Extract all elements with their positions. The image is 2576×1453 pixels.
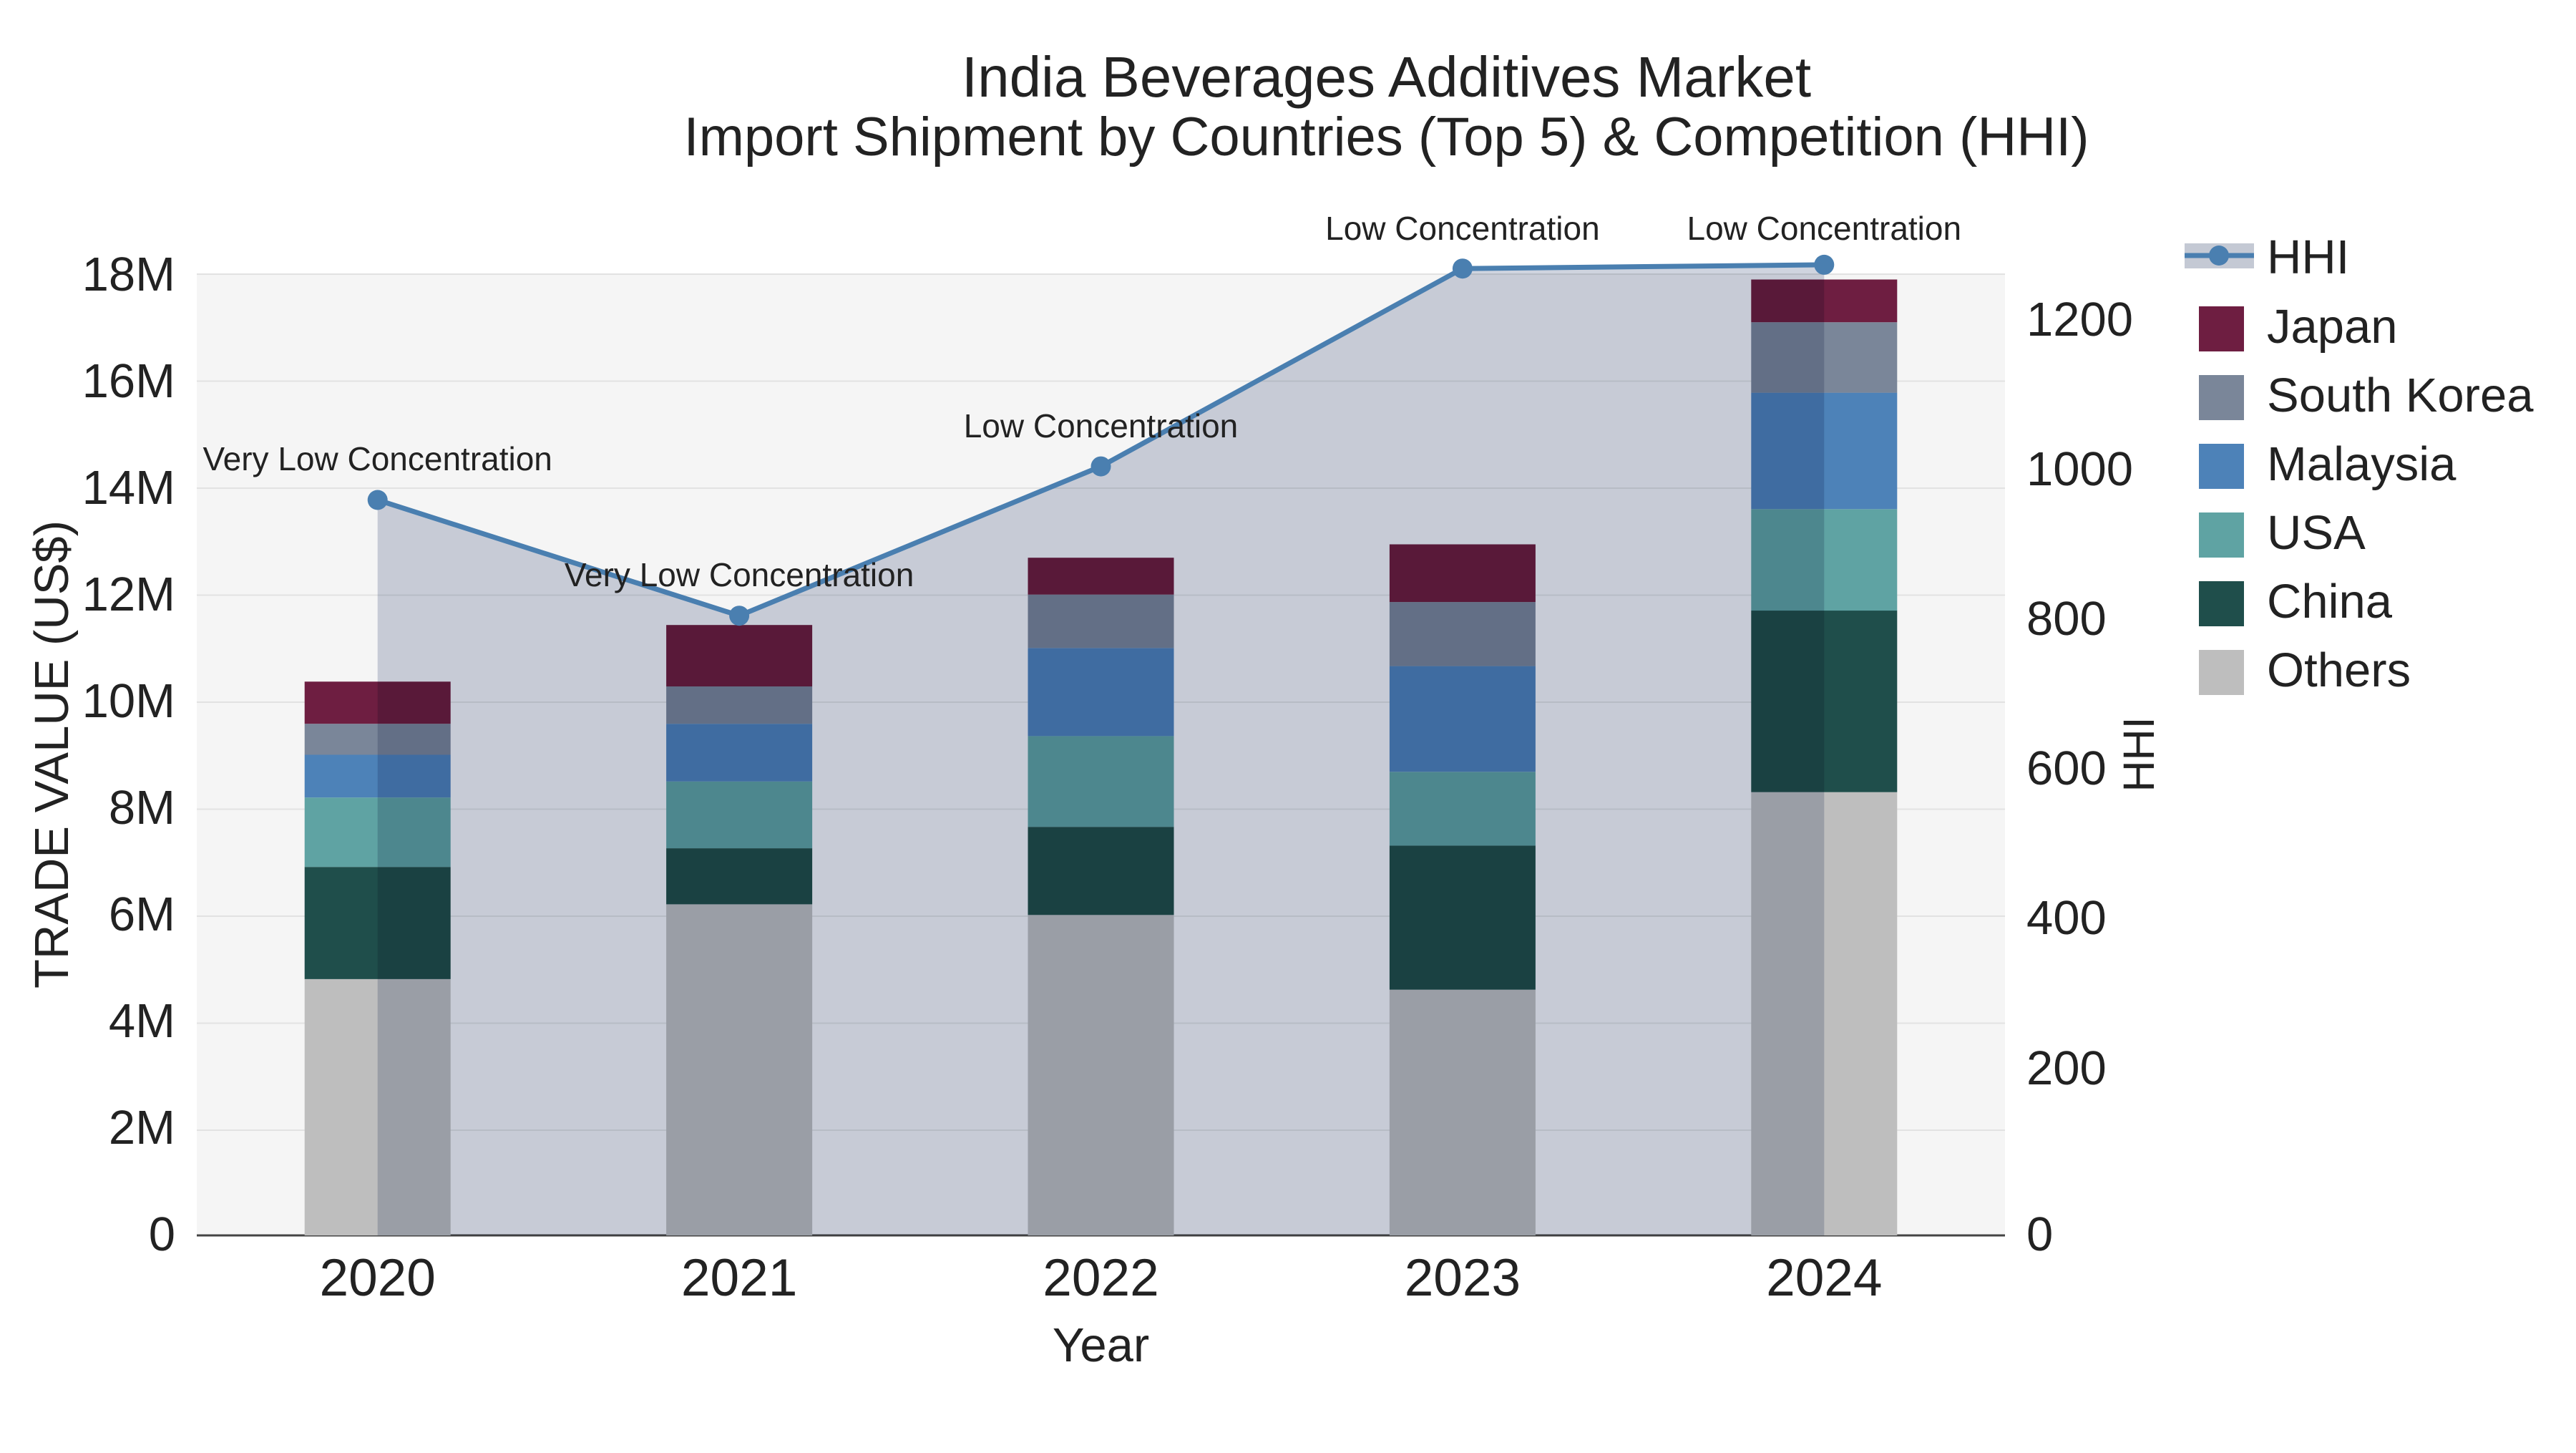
svg-text:14M: 14M	[82, 461, 175, 515]
svg-text:600: 600	[2026, 742, 2107, 795]
svg-text:16M: 16M	[82, 354, 175, 408]
svg-text:0: 0	[149, 1207, 175, 1261]
svg-text:2M: 2M	[109, 1101, 175, 1155]
svg-text:2022: 2022	[1043, 1249, 1158, 1307]
svg-text:2020: 2020	[319, 1249, 435, 1307]
svg-text:South Korea: South Korea	[2267, 369, 2534, 422]
svg-text:4M: 4M	[109, 994, 175, 1048]
svg-text:Low Concentration: Low Concentration	[1325, 210, 1600, 247]
svg-text:10M: 10M	[82, 674, 175, 728]
svg-text:Malaysia: Malaysia	[2267, 437, 2457, 491]
svg-text:Year: Year	[1053, 1318, 1149, 1372]
svg-text:18M: 18M	[82, 248, 175, 301]
svg-text:1000: 1000	[2026, 442, 2133, 496]
svg-text:USA: USA	[2267, 506, 2366, 560]
svg-text:8M: 8M	[109, 781, 175, 835]
svg-text:Japan: Japan	[2267, 300, 2398, 354]
svg-text:400: 400	[2026, 891, 2107, 945]
svg-text:TRADE VALUE (US$): TRADE VALUE (US$)	[25, 520, 79, 988]
svg-text:800: 800	[2026, 592, 2107, 646]
svg-text:200: 200	[2026, 1041, 2107, 1095]
svg-text:Very Low Concentration: Very Low Concentration	[203, 440, 552, 477]
svg-text:1200: 1200	[2026, 293, 2133, 346]
svg-text:2024: 2024	[1766, 1249, 1882, 1307]
svg-text:HHI: HHI	[2267, 230, 2349, 284]
svg-text:Low Concentration: Low Concentration	[964, 407, 1239, 444]
svg-text:2023: 2023	[1405, 1249, 1521, 1307]
svg-text:12M: 12M	[82, 568, 175, 621]
svg-text:6M: 6M	[109, 888, 175, 941]
svg-text:Low Concentration: Low Concentration	[1687, 210, 1962, 247]
svg-text:Others: Others	[2267, 643, 2411, 697]
svg-text:China: China	[2267, 575, 2393, 628]
svg-text:2021: 2021	[681, 1249, 797, 1307]
svg-text:Very Low Concentration: Very Low Concentration	[565, 556, 914, 593]
svg-text:0: 0	[2026, 1207, 2053, 1261]
svg-text:HHI: HHI	[2114, 716, 2163, 792]
